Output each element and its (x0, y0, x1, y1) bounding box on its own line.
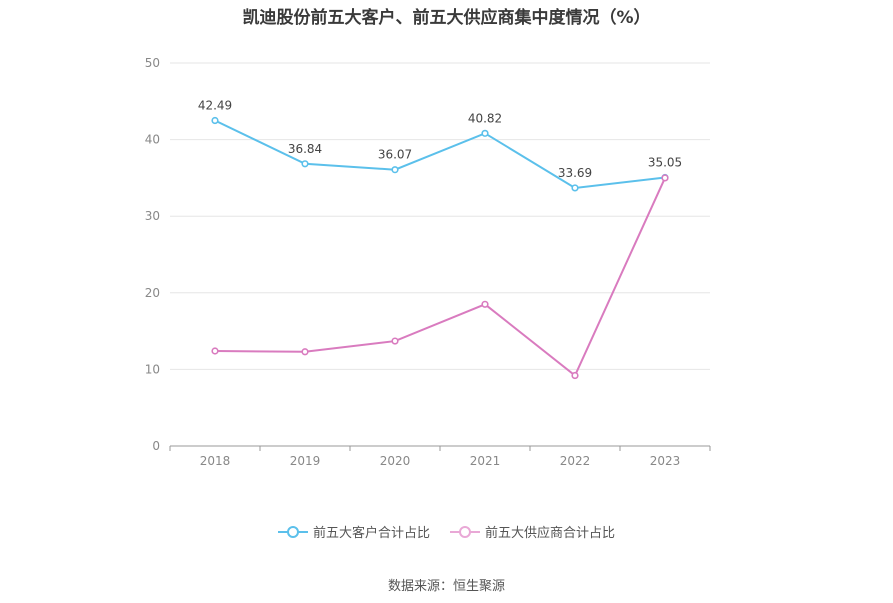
data-labels: 42.49 36.84 36.07 40.82 33.69 35.05 (198, 99, 682, 180)
y-tick-label: 0 (152, 439, 160, 453)
legend: 前五大客户合计占比 前五大供应商合计占比 (0, 522, 893, 541)
legend-line-circle-icon (277, 525, 308, 538)
y-tick-label: 40 (145, 133, 160, 147)
data-label: 35.05 (648, 156, 682, 170)
source-note: 数据来源：恒生聚源 (387, 579, 505, 594)
legend-item-suppliers[interactable]: 前五大供应商合计占比 (450, 522, 615, 541)
chart-title: 凯迪股份前五大客户、前五大供应商集中度情况（%） (242, 8, 651, 28)
y-tick-label: 30 (145, 209, 160, 223)
axes: 0 10 20 30 40 50 2018 2019 2020 2021 2022 2023 (145, 56, 711, 468)
data-point (301, 160, 309, 168)
data-point (481, 129, 489, 137)
data-point (391, 166, 399, 174)
y-tick-label: 50 (145, 56, 160, 70)
data-label: 33.69 (558, 166, 592, 180)
data-point (571, 184, 579, 192)
line-chart: 0 10 20 30 40 50 2018 2019 2020 2021 2022 2023 42.4… (145, 56, 711, 468)
data-label: 36.07 (378, 148, 412, 162)
y-tick-label: 10 (145, 362, 160, 376)
data-point (391, 337, 399, 345)
data-point (481, 300, 489, 308)
gridlines (170, 62, 710, 370)
legend-label-customers: 前五大客户合计占比 (312, 526, 430, 541)
series-line-1 (214, 177, 666, 378)
x-tick-label: 2021 (470, 454, 501, 468)
legend-line-circle-icon (450, 525, 480, 538)
series-line-0 (214, 119, 666, 189)
legend-label-suppliers: 前五大供应商合计占比 (485, 526, 616, 541)
x-tick-label: 2019 (290, 454, 321, 468)
legend-item-customers[interactable]: 前五大客户合计占比 (277, 522, 430, 541)
x-tick-label: 2020 (380, 454, 411, 468)
x-tick-label: 2023 (650, 454, 681, 468)
data-point (301, 348, 309, 356)
data-label: 40.82 (468, 111, 502, 125)
data-label: 36.84 (288, 142, 322, 156)
data-point (571, 371, 579, 380)
x-tick-label: 2022 (560, 454, 591, 468)
data-point (211, 347, 219, 355)
y-tick-label: 20 (145, 286, 160, 300)
x-tick-label: 2018 (200, 454, 231, 468)
data-point (661, 174, 669, 182)
data-label: 42.49 (198, 99, 232, 113)
series (211, 116, 669, 380)
data-point (211, 116, 219, 125)
